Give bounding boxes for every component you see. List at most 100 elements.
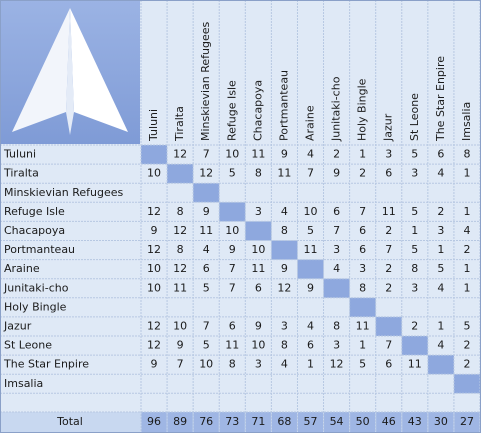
score: 5 [437, 262, 444, 275]
total-value: 50 [356, 415, 370, 428]
score: 1 [411, 224, 418, 237]
score: 5 [411, 205, 418, 218]
score: 5 [411, 243, 418, 256]
column-header: Chacapoya [251, 80, 264, 141]
total-cell-bg [297, 412, 324, 432]
self-cell [271, 240, 298, 260]
score: 11 [225, 339, 239, 352]
score: 11 [277, 167, 291, 180]
score: 9 [151, 358, 158, 371]
self-cell [401, 336, 428, 356]
self-cell [427, 355, 454, 375]
score: 5 [307, 224, 314, 237]
score: 3 [255, 358, 262, 371]
score: 4 [281, 358, 288, 371]
score: 5 [463, 319, 470, 332]
row-name: St Leone [4, 339, 52, 352]
score: 4 [437, 281, 444, 294]
total-cell-bg [141, 412, 167, 432]
column-header: Jazur [382, 113, 395, 142]
score: 1 [463, 281, 470, 294]
score: 7 [307, 167, 314, 180]
total-label: Total [56, 415, 83, 428]
column-header: Junitaki-cho [330, 76, 343, 142]
score: 9 [229, 243, 236, 256]
score: 11 [251, 262, 265, 275]
total-cell-bg [219, 412, 245, 432]
score: 9 [177, 339, 184, 352]
score: 9 [307, 281, 314, 294]
row-name: Jazur [3, 319, 32, 332]
logo [1, 1, 140, 144]
score: 7 [203, 148, 210, 161]
score: 6 [255, 281, 262, 294]
score: 5 [203, 281, 210, 294]
self-cell [297, 259, 324, 279]
total-cell-bg [271, 412, 297, 432]
score: 2 [385, 281, 392, 294]
total-value: 76 [199, 415, 213, 428]
score: 5 [359, 358, 366, 371]
column-header: Tuluni [147, 109, 160, 142]
score: 1 [463, 262, 470, 275]
score: 10 [147, 262, 161, 275]
total-cell-bg [402, 412, 428, 432]
score: 2 [333, 148, 340, 161]
score: 7 [229, 281, 236, 294]
self-cell [323, 278, 350, 298]
score: 3 [385, 148, 392, 161]
score: 3 [359, 262, 366, 275]
score: 6 [385, 358, 392, 371]
score: 11 [199, 224, 213, 237]
score: 5 [203, 339, 210, 352]
self-cell [141, 145, 168, 165]
score: 2 [463, 339, 470, 352]
score: 4 [463, 224, 470, 237]
score: 9 [281, 148, 288, 161]
column-header: St Leone [408, 93, 421, 141]
score: 3 [333, 339, 340, 352]
total-value: 46 [382, 415, 396, 428]
score: 4 [437, 167, 444, 180]
score: 8 [177, 205, 184, 218]
total-value: 89 [173, 415, 187, 428]
score: 12 [330, 358, 344, 371]
score: 8 [281, 224, 288, 237]
score: 8 [255, 167, 262, 180]
score: 12 [277, 281, 291, 294]
score: 2 [463, 358, 470, 371]
total-value: 57 [304, 415, 318, 428]
score: 10 [304, 205, 318, 218]
score: 8 [359, 281, 366, 294]
score: 6 [229, 319, 236, 332]
score: 3 [411, 281, 418, 294]
row-name: Junitaki-cho [3, 281, 69, 294]
score: 9 [333, 167, 340, 180]
score: 7 [333, 224, 340, 237]
score: 4 [333, 262, 340, 275]
score: 6 [333, 205, 340, 218]
score: 12 [147, 339, 161, 352]
total-value: 43 [408, 415, 422, 428]
column-header: Tiralta [173, 106, 186, 142]
score: 11 [304, 243, 318, 256]
score: 8 [411, 262, 418, 275]
row-name: Araine [4, 262, 40, 275]
score: 1 [359, 148, 366, 161]
score: 6 [307, 339, 314, 352]
score: 6 [359, 224, 366, 237]
column-header: Imsalia [460, 102, 473, 141]
score: 10 [147, 167, 161, 180]
score: 8 [281, 339, 288, 352]
total-cell-bg [245, 412, 271, 432]
score: 10 [199, 358, 213, 371]
score: 2 [437, 205, 444, 218]
total-value: 27 [460, 415, 474, 428]
score: 1 [463, 205, 470, 218]
score: 10 [225, 148, 239, 161]
score: 1 [463, 167, 470, 180]
score: 11 [382, 205, 396, 218]
score: 7 [203, 319, 210, 332]
score: 4 [437, 339, 444, 352]
